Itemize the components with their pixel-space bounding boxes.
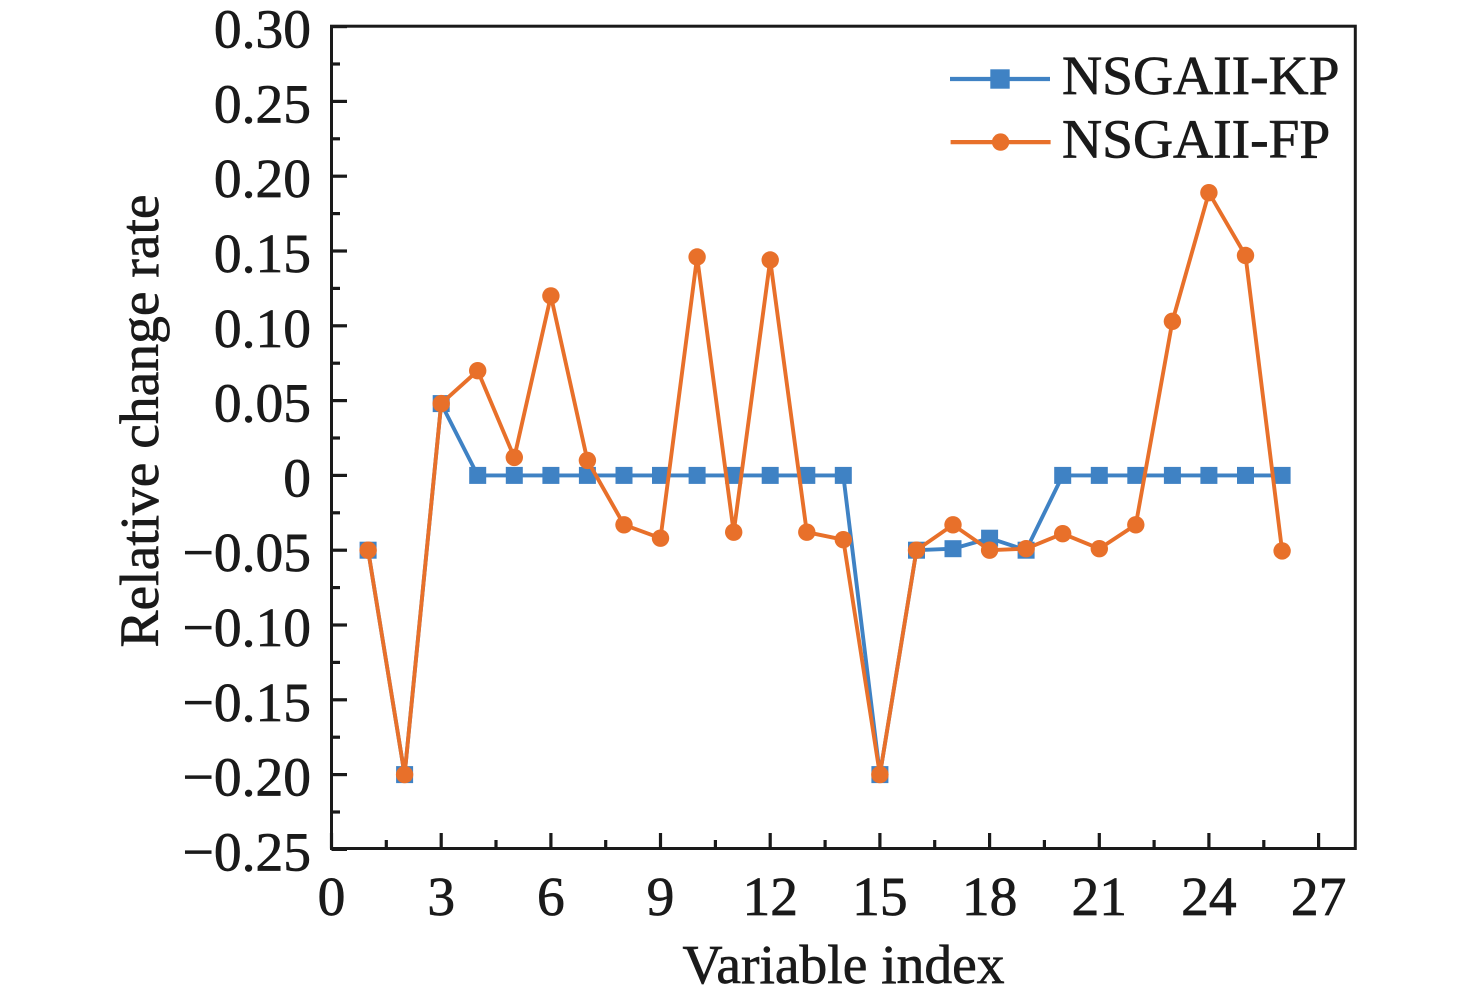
svg-text:15: 15 [852,867,908,928]
svg-text:−0.15: −0.15 [183,673,311,734]
svg-text:0.10: 0.10 [214,299,311,360]
svg-text:0: 0 [283,448,311,509]
svg-text:21: 21 [1072,867,1128,928]
svg-text:0.15: 0.15 [214,224,311,285]
svg-text:9: 9 [647,867,675,928]
svg-text:−0.25: −0.25 [183,822,311,883]
svg-text:Variable index: Variable index [682,935,1004,996]
svg-text:0: 0 [318,867,346,928]
svg-text:−0.20: −0.20 [183,748,311,809]
svg-text:0.05: 0.05 [214,374,311,435]
svg-text:0.30: 0.30 [214,0,311,61]
svg-text:6: 6 [537,867,565,928]
svg-text:−0.05: −0.05 [183,523,311,584]
svg-text:27: 27 [1291,867,1347,928]
svg-text:Relative change rate: Relative change rate [110,195,171,648]
svg-text:24: 24 [1181,867,1237,928]
svg-text:0.25: 0.25 [214,74,311,135]
svg-text:−0.10: −0.10 [183,598,311,659]
svg-text:18: 18 [962,867,1018,928]
svg-text:NSGAII-FP: NSGAII-FP [1062,110,1330,171]
svg-text:NSGAII-KP: NSGAII-KP [1062,46,1340,107]
svg-text:0.20: 0.20 [214,149,311,210]
svg-text:12: 12 [742,867,798,928]
svg-text:3: 3 [427,867,455,928]
